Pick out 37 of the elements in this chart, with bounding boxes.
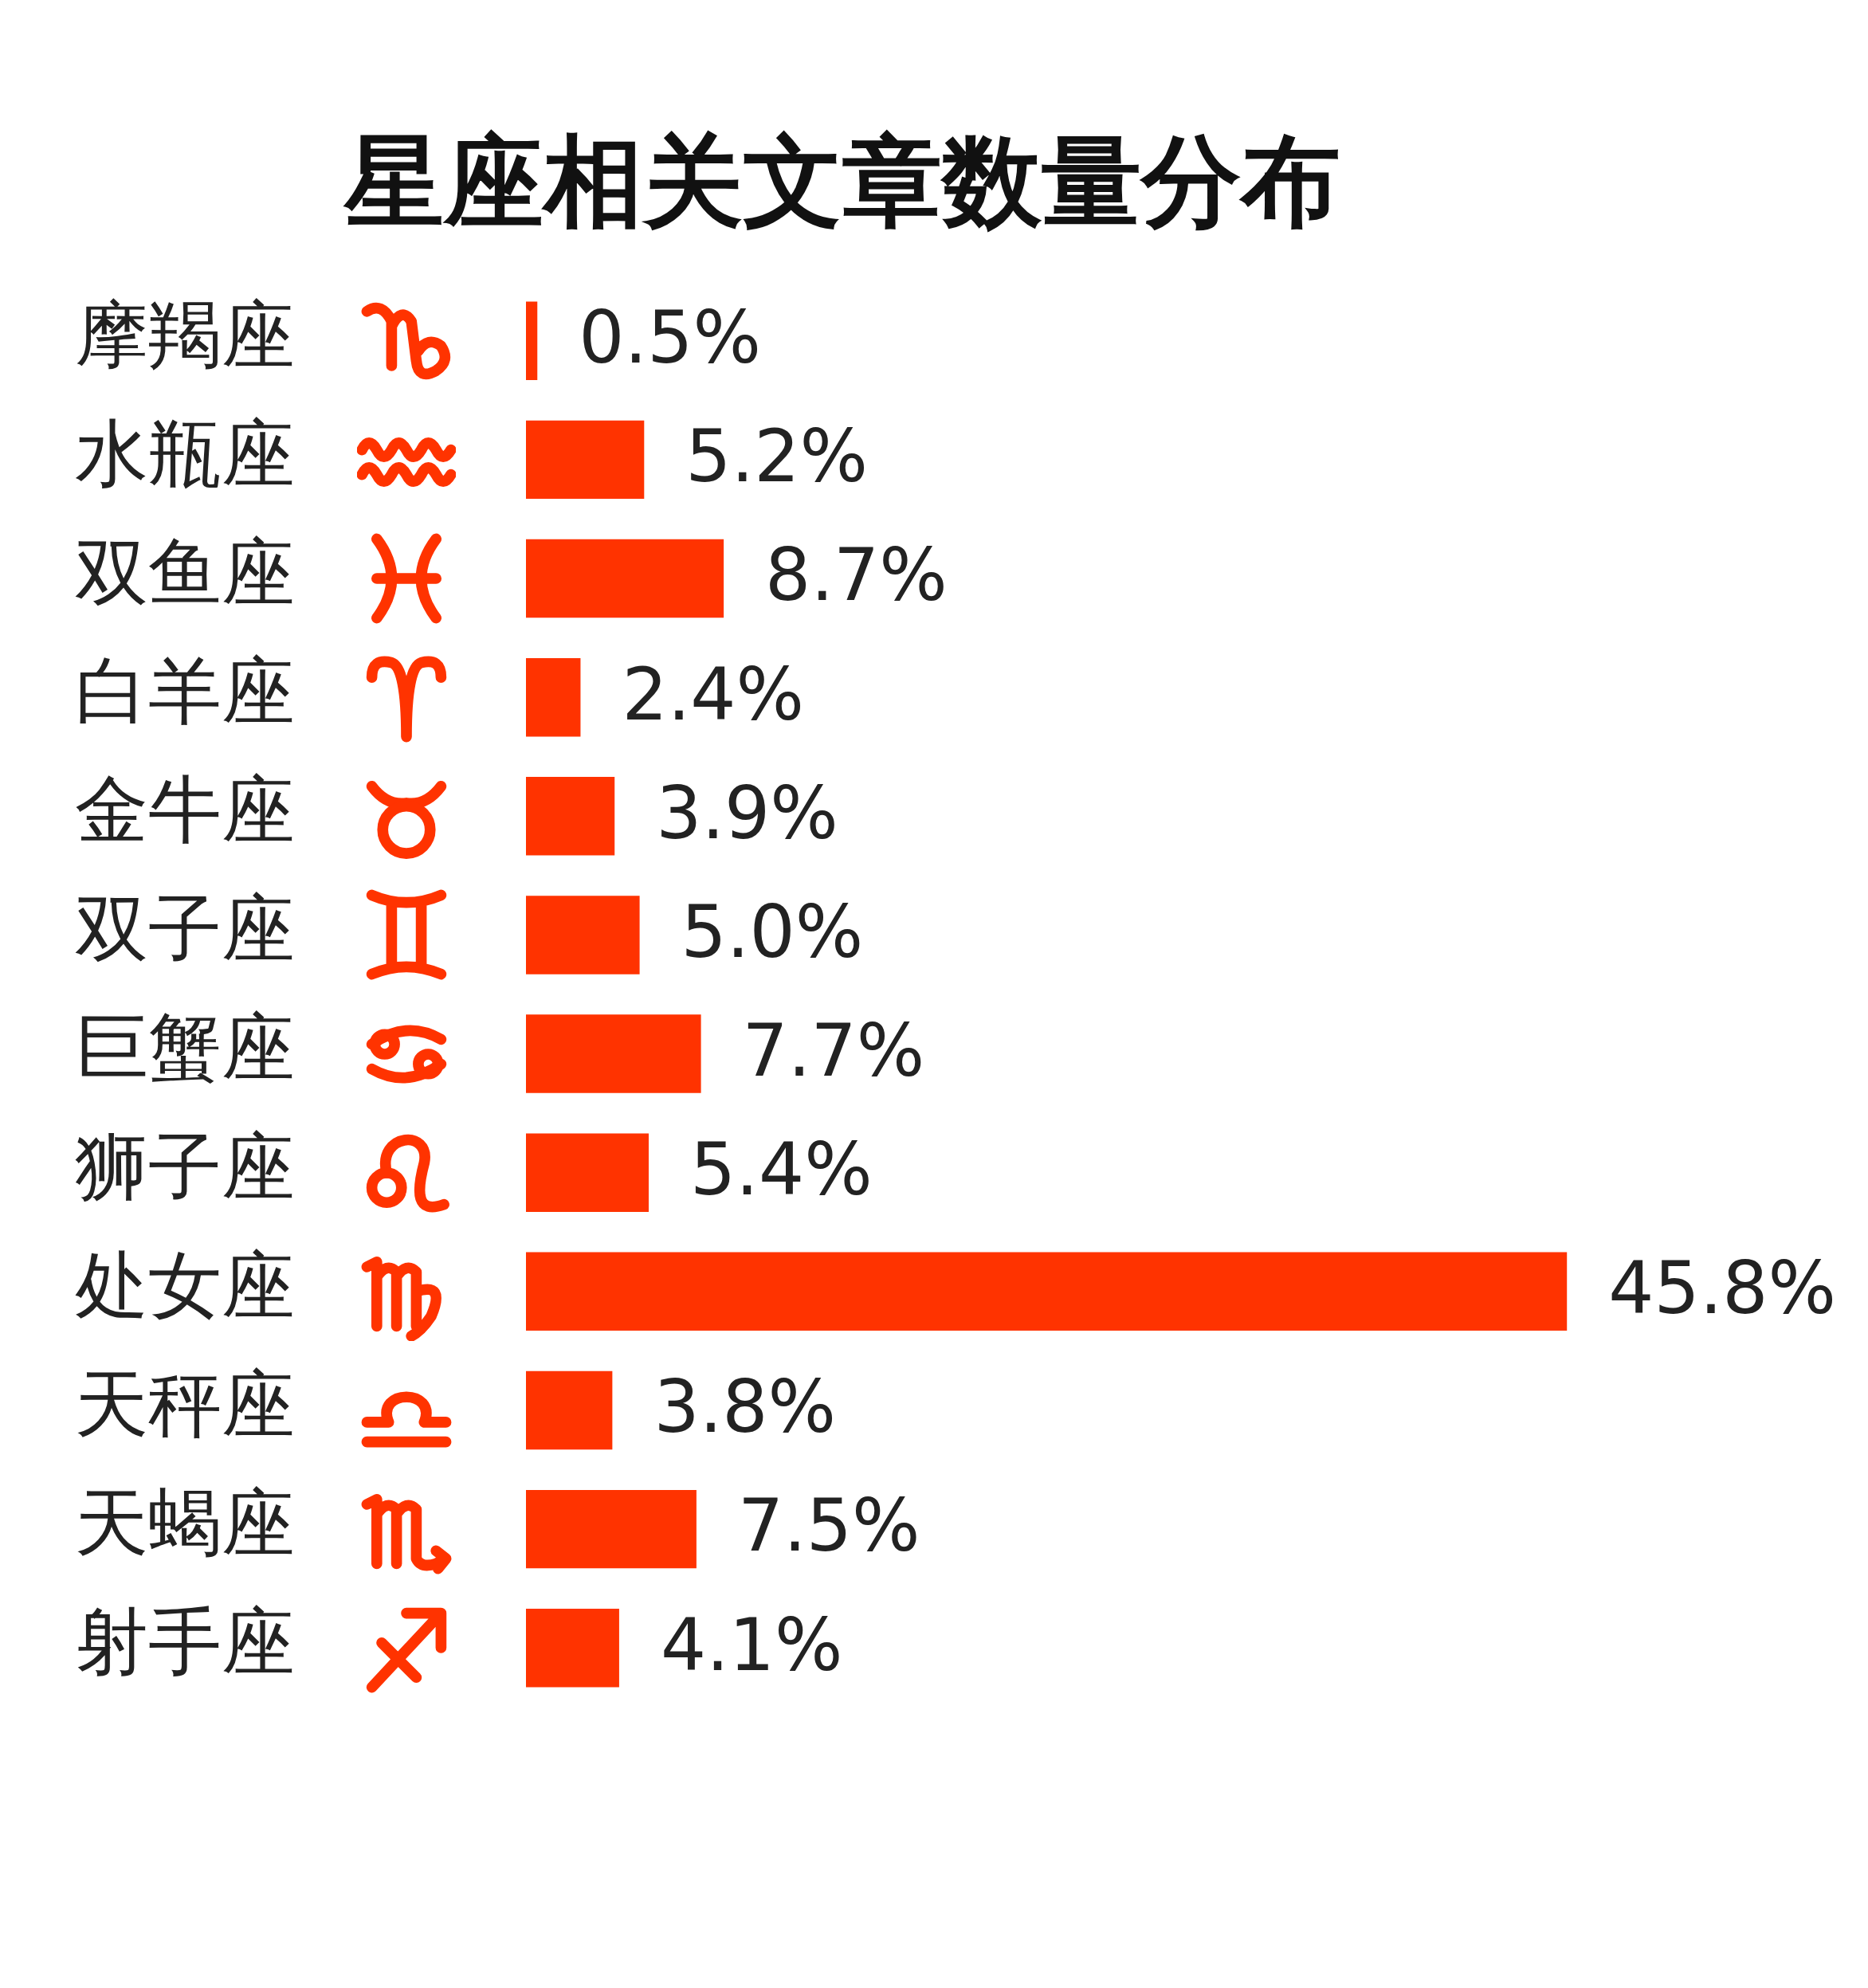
data-label: 45.8% (1608, 1246, 1837, 1331)
bar (526, 1489, 697, 1569)
y-tick-label: 射手座 (75, 1599, 295, 1685)
bar (526, 1370, 613, 1450)
y-tick-label: 天秤座 (75, 1361, 295, 1447)
y-tick-label: 水瓶座 (75, 410, 295, 496)
y-tick-label: 处女座 (75, 1242, 295, 1328)
bar (526, 657, 581, 737)
data-label: 0.5% (579, 296, 761, 380)
data-label: 3.9% (656, 770, 838, 855)
data-label: 5.2% (685, 414, 868, 499)
bar (526, 301, 538, 380)
y-tick-label: 狮子座 (75, 1123, 295, 1210)
bar (526, 1014, 701, 1093)
y-tick-label: 金牛座 (75, 767, 295, 853)
y-tick-label: 双子座 (75, 886, 295, 972)
bar (526, 420, 645, 500)
data-label: 7.7% (742, 1008, 925, 1092)
bar (526, 896, 640, 974)
bar (526, 777, 615, 856)
bar (526, 1252, 1568, 1331)
data-label: 7.5% (737, 1484, 920, 1568)
y-tick-label: 双鱼座 (75, 529, 295, 615)
data-label: 8.7% (765, 533, 948, 618)
data-label: 5.4% (690, 1127, 873, 1212)
y-tick-label: 白羊座 (75, 649, 295, 735)
y-tick-label: 巨蟹座 (75, 1005, 295, 1091)
bar (526, 539, 724, 618)
y-tick-label: 摩羯座 (75, 292, 295, 378)
data-label: 3.8% (653, 1365, 837, 1449)
y-tick-label: 天蝎座 (75, 1480, 295, 1566)
data-label: 4.1% (660, 1602, 843, 1687)
data-label: 5.0% (681, 889, 864, 974)
data-label: 2.4% (622, 652, 805, 736)
bar (526, 1609, 619, 1688)
bar (526, 1133, 649, 1212)
chart-title: 星座相关文章数量分布 (343, 123, 1340, 239)
